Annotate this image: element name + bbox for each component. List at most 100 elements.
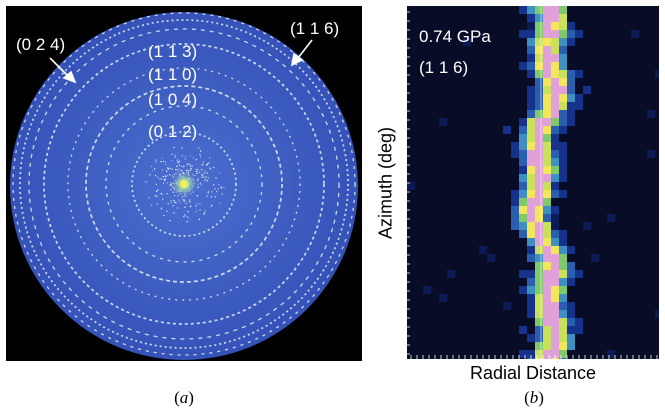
intensity-cell [567,318,575,326]
intensity-cell [527,54,535,62]
intensity-cell [551,62,559,70]
intensity-cell [551,46,559,54]
intensity-cell [559,158,567,166]
intensity-cell [535,238,543,246]
intensity-cell [559,350,567,358]
intensity-cell [583,86,591,94]
speckle-dot [155,161,157,163]
intensity-cell [559,150,567,158]
intensity-cell [551,94,559,102]
intensity-cell [567,102,575,110]
speckle-dot [210,196,212,198]
speckle-dot [199,182,201,184]
intensity-cell [535,126,543,134]
axis-ticks [407,11,658,359]
intensity-cell [535,334,543,342]
intensity-cell [527,206,535,214]
intensity-cell [543,110,551,118]
intensity-cell [551,6,559,14]
intensity-cell [543,174,551,182]
intensity-cell [527,214,535,222]
intensity-cell [511,150,519,158]
speckle-dot [194,174,196,177]
intensity-cell [527,270,535,278]
speckle-dot [189,169,192,171]
diffraction-rings [12,12,356,356]
intensity-cell [527,350,535,358]
speckle-dot [207,190,210,193]
intensity-cell [535,62,543,70]
speckle-dot [218,172,221,174]
speckle-dot [162,160,165,163]
intensity-cell [535,294,543,302]
speckle-dot [186,215,188,217]
intensity-cell [543,342,551,350]
diffraction-ring [85,85,283,283]
caption-b: (b) [524,388,544,407]
intensity-cell [527,22,535,30]
intensity-cell [527,94,535,102]
intensity-cell [543,294,551,302]
speckle-dot [151,204,153,206]
intensity-cell [543,30,551,38]
intensity-cell [543,246,551,254]
speckle-dot [199,150,202,152]
intensity-cell [559,166,567,174]
intensity-cell [535,350,543,358]
speckle-dot [206,172,208,174]
intensity-cell [559,62,567,70]
intensity-cell [567,38,575,46]
intensity-cell [535,30,543,38]
intensity-cell [527,38,535,46]
intensity-cell [487,254,495,262]
intensity-cell [559,326,567,334]
speckle-dot [176,207,179,209]
intensity-cell [527,70,535,78]
speckle-dot [186,221,188,223]
intensity-cell [535,6,543,14]
intensity-cell [527,62,535,70]
intensity-cell [559,22,567,30]
intensity-cell [519,134,527,142]
speckle-dot [189,206,191,208]
intensity-cell [543,302,551,310]
speckle-dot [214,188,216,190]
intensity-cell [535,190,543,198]
intensity-cell [519,350,527,358]
speckle-dot [218,184,220,186]
speckle-dot [179,202,181,204]
speckle-dot [204,170,206,172]
speckle-dot [189,155,191,157]
intensity-cell [607,350,615,358]
intensity-cell [559,118,567,126]
intensity-cell [543,22,551,30]
intensity-cell [543,286,551,294]
intensity-cell [575,30,583,38]
diffraction-image-panel: (0 2 4) (1 1 6) (1 1 3) (1 1 0) (1 0 4) … [6,6,362,361]
intensity-cell [559,102,567,110]
intensity-cell [543,270,551,278]
intensity-cell [535,22,543,30]
intensity-cell [527,166,535,174]
speckle-dot [201,164,203,166]
speckle-dot [165,161,167,163]
speckle-dot [190,205,192,207]
speckle-dot [175,168,177,171]
intensity-cell [559,38,567,46]
intensity-cell [543,38,551,46]
reflection-label: (1 1 6) [419,58,468,77]
intensity-cell [559,190,567,198]
speckle-dot [199,209,201,211]
intensity-cell [543,142,551,150]
intensity-cell [567,22,575,30]
speckle-dot [178,168,180,170]
intensity-cell [535,94,543,102]
intensity-cell [575,102,583,110]
intensity-cell [559,54,567,62]
speckle-dot [186,164,188,166]
intensity-cell [559,278,567,286]
intensity-cell [535,174,543,182]
intensity-cell [543,182,551,190]
speckle-dot [198,147,200,149]
intensity-cell [527,222,535,230]
